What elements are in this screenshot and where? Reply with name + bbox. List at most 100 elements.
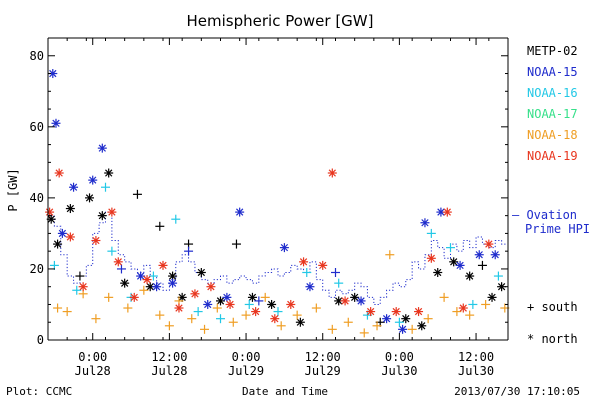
data-point-metp-02-north bbox=[449, 257, 459, 267]
data-point-metp-02-north bbox=[65, 204, 75, 214]
data-point-metp-02-north bbox=[465, 271, 475, 281]
data-point-noaa-15-north bbox=[57, 228, 67, 238]
data-point-metp-02-north bbox=[53, 239, 63, 249]
data-point-noaa-15-north bbox=[455, 260, 465, 270]
data-point-noaa-18-south bbox=[343, 317, 353, 327]
data-point-noaa-15-south bbox=[116, 264, 126, 274]
chart-title: Hemispheric Power [GW] bbox=[187, 12, 374, 30]
data-point-noaa-15-north bbox=[69, 182, 79, 192]
legend-ovation-line1: — Ovation bbox=[512, 208, 577, 222]
data-point-noaa-18-south bbox=[187, 314, 197, 324]
data-point-noaa-19-north bbox=[113, 257, 123, 267]
data-point-noaa-15-south bbox=[331, 267, 340, 277]
data-point-metp-02-north bbox=[97, 211, 107, 221]
legend-entry: NOAA-16 bbox=[527, 86, 578, 100]
series-metp-02 bbox=[46, 168, 507, 331]
y-tick-label: 60 bbox=[30, 120, 44, 134]
data-point-noaa-18-south bbox=[139, 285, 149, 295]
data-point-noaa-16-south bbox=[302, 267, 312, 277]
axes: 0204060800:00Jul2812:00Jul280:00Jul2912:… bbox=[30, 37, 509, 378]
legend-entry: METP-02 bbox=[527, 44, 578, 58]
data-point-noaa-16-south bbox=[334, 278, 344, 288]
data-point-noaa-15-north bbox=[222, 292, 232, 302]
legend-ovation-line2: Prime HPI bbox=[525, 222, 590, 236]
data-point-noaa-18-south bbox=[212, 303, 222, 313]
data-point-noaa-19-north bbox=[225, 299, 235, 309]
data-point-noaa-16-south bbox=[101, 182, 110, 192]
data-point-noaa-19-north bbox=[107, 207, 117, 217]
data-point-noaa-16-south bbox=[49, 260, 59, 270]
x-tick-label-date: Jul29 bbox=[305, 364, 341, 378]
x-tick-label-time: 12:00 bbox=[305, 350, 341, 364]
series-noaa-19 bbox=[45, 168, 494, 324]
data-point-noaa-18-south bbox=[123, 303, 133, 313]
data-point-noaa-19-north bbox=[158, 260, 168, 270]
data-point-noaa-15-south bbox=[184, 246, 194, 256]
data-point-metp-02-north bbox=[247, 292, 257, 302]
data-point-metp-02-north bbox=[401, 314, 411, 324]
data-point-metp-02-north bbox=[433, 267, 443, 277]
data-point-noaa-19-north bbox=[142, 275, 152, 285]
data-point-noaa-18-south bbox=[164, 321, 174, 331]
data-point-noaa-16-south bbox=[493, 271, 503, 281]
data-point-noaa-19-north bbox=[251, 307, 261, 317]
plot-credit: Plot: CCMC bbox=[6, 385, 72, 398]
data-point-noaa-16-south bbox=[72, 285, 82, 295]
x-tick-label-date: Jul30 bbox=[458, 364, 494, 378]
data-point-noaa-15-north bbox=[398, 324, 408, 334]
data-point-metp-02-north bbox=[196, 267, 206, 277]
data-point-metp-02-north bbox=[350, 292, 360, 302]
data-point-noaa-16-south bbox=[426, 228, 436, 238]
data-point-noaa-19-north bbox=[206, 282, 216, 292]
series-noaa-16 bbox=[49, 182, 503, 327]
data-point-metp-02-north bbox=[120, 278, 130, 288]
data-point-noaa-15-north bbox=[203, 299, 213, 309]
y-axis-label: P [GW] bbox=[6, 168, 20, 211]
legend: METP-02 NOAA-15 NOAA-16 NOAA-17 NOAA-18 NOAA-… bbox=[512, 44, 590, 346]
data-point-noaa-18-south bbox=[481, 299, 491, 309]
x-tick-label-time: 0:00 bbox=[78, 350, 107, 364]
data-point-noaa-19-north bbox=[129, 292, 139, 302]
data-point-noaa-15-north bbox=[305, 282, 315, 292]
data-point-metp-02-south bbox=[155, 221, 165, 231]
data-point-noaa-15-south bbox=[254, 296, 264, 306]
data-point-noaa-18-south bbox=[292, 310, 302, 320]
data-point-noaa-18-south bbox=[423, 314, 433, 324]
legend-entry: NOAA-19 bbox=[527, 149, 578, 163]
data-point-noaa-19-north bbox=[458, 303, 468, 313]
y-tick-label: 20 bbox=[30, 262, 44, 276]
data-point-noaa-15-north bbox=[356, 296, 366, 306]
data-point-metp-02-north bbox=[46, 214, 56, 224]
data-point-noaa-19-north bbox=[414, 307, 424, 317]
data-point-metp-02-south bbox=[477, 260, 487, 270]
y-tick-label: 40 bbox=[30, 191, 44, 205]
legend-entry: NOAA-15 bbox=[527, 65, 578, 79]
data-point-metp-02-north bbox=[487, 292, 497, 302]
data-point-metp-02-north bbox=[267, 299, 277, 309]
legend-north: * north bbox=[527, 332, 578, 346]
data-point-noaa-19-north bbox=[484, 239, 494, 249]
x-tick-label-date: Jul28 bbox=[151, 364, 187, 378]
data-point-noaa-16-south bbox=[273, 307, 283, 317]
data-point-noaa-18-south bbox=[311, 303, 321, 313]
x-tick-label-time: 0:00 bbox=[232, 350, 261, 364]
data-point-noaa-16-south bbox=[193, 307, 203, 317]
data-point-noaa-15-north bbox=[152, 282, 162, 292]
data-point-noaa-19-north bbox=[174, 303, 184, 313]
data-point-noaa-15-north bbox=[235, 207, 245, 217]
data-point-noaa-18-south bbox=[385, 250, 395, 260]
data-point-noaa-19-north bbox=[54, 168, 64, 178]
data-point-noaa-19-north bbox=[270, 314, 280, 324]
x-tick-label-date: Jul28 bbox=[75, 364, 111, 378]
data-point-noaa-15-north bbox=[420, 218, 430, 228]
plot-area bbox=[45, 69, 510, 338]
data-point-noaa-19-north bbox=[327, 168, 337, 178]
timestamp: 2013/07/30 17:10:05 bbox=[454, 385, 580, 398]
data-point-noaa-19-north bbox=[426, 253, 436, 263]
data-point-noaa-19-north bbox=[45, 207, 55, 217]
data-point-noaa-19-north bbox=[65, 232, 75, 242]
x-tick-label-time: 12:00 bbox=[151, 350, 187, 364]
data-point-noaa-18-south bbox=[104, 292, 114, 302]
data-point-noaa-16-south bbox=[107, 246, 117, 256]
